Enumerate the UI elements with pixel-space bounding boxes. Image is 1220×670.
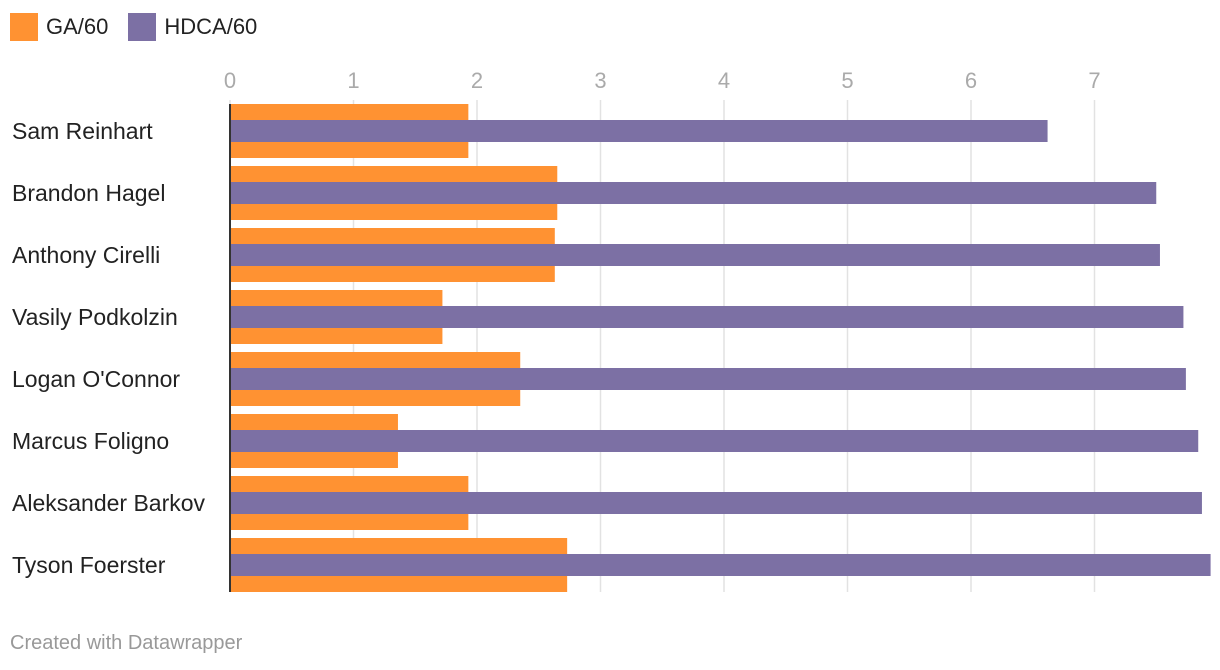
category-label-anthony-cirelli: Anthony Cirelli: [12, 242, 160, 268]
x-tick-label-1: 1: [347, 68, 359, 93]
category-label-tyson-foerster: Tyson Foerster: [12, 552, 166, 578]
footer-credit: Created with Datawrapper: [10, 632, 243, 654]
legend: GA/60 HDCA/60: [10, 12, 277, 42]
category-label-vasily-podkolzin: Vasily Podkolzin: [12, 304, 178, 330]
x-tick-label-2: 2: [471, 68, 483, 93]
legend-swatch-ga: [10, 13, 38, 41]
bar-hdca60-tyson-foerster: [230, 554, 1211, 576]
x-tick-label-3: 3: [594, 68, 606, 93]
category-label-marcus-foligno: Marcus Foligno: [12, 428, 169, 454]
legend-label-hdca: HDCA/60: [164, 14, 258, 39]
legend-item-ga: GA/60: [10, 13, 108, 41]
bar-hdca60-brandon-hagel: [230, 182, 1157, 204]
legend-item-hdca: HDCA/60: [128, 13, 257, 41]
bar-hdca60-anthony-cirelli: [230, 244, 1160, 266]
bar-hdca60-marcus-foligno: [230, 430, 1199, 452]
x-tick-label-4: 4: [718, 68, 730, 93]
category-label-sam-reinhart: Sam Reinhart: [12, 118, 153, 144]
legend-label-ga: GA/60: [46, 14, 109, 39]
category-label-aleksander-barkov: Aleksander Barkov: [12, 490, 206, 516]
x-tick-label-0: 0: [224, 68, 236, 93]
category-label-brandon-hagel: Brandon Hagel: [12, 180, 165, 206]
legend-swatch-hdca: [128, 13, 157, 41]
bar-hdca60-logan-o-connor: [230, 368, 1186, 390]
x-tick-label-5: 5: [841, 68, 853, 93]
x-tick-label-6: 6: [965, 68, 977, 93]
category-label-logan-o-connor: Logan O'Connor: [12, 366, 180, 392]
x-tick-label-7: 7: [1088, 68, 1100, 93]
bar-chart: 0 1 2 3 4 5 6 7 Sam Reinhart Brandon Hagel Anthony…: [12, 68, 1211, 592]
bar-hdca60-sam-reinhart: [230, 120, 1048, 142]
bar-hdca60-aleksander-barkov: [230, 492, 1202, 514]
bar-hdca60-vasily-podkolzin: [230, 306, 1184, 328]
